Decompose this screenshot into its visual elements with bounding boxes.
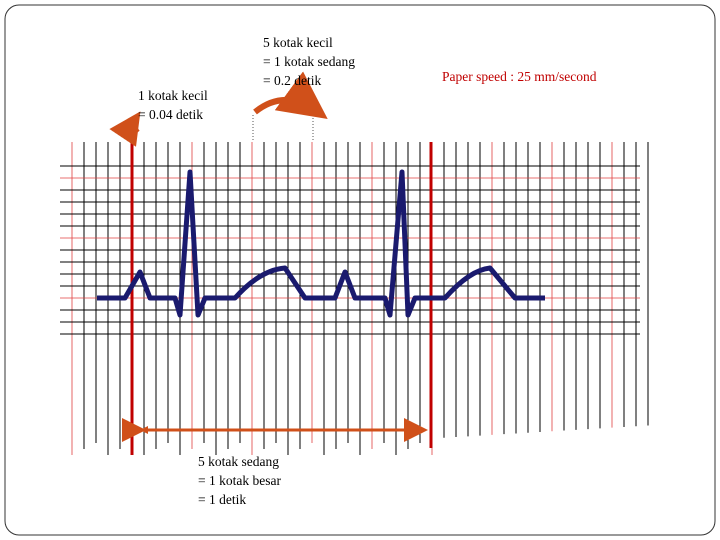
label: = 0.04 detik <box>138 107 203 122</box>
arrow-head <box>140 426 148 434</box>
paper-speed: Paper speed : 25 mm/second <box>442 69 597 84</box>
ecg-trace <box>97 169 545 318</box>
curved-arrow <box>253 71 328 120</box>
small-arrow <box>109 111 141 147</box>
label: 1 kotak kecil <box>138 88 208 103</box>
label: = 1 kotak sedang <box>263 54 355 69</box>
label: = 1 detik <box>198 492 246 507</box>
label: 5 kotak kecil <box>263 35 333 50</box>
label: 5 kotak sedang <box>198 454 279 469</box>
label: = 1 kotak besar <box>198 473 281 488</box>
label: = 0.2 detik <box>263 73 321 88</box>
